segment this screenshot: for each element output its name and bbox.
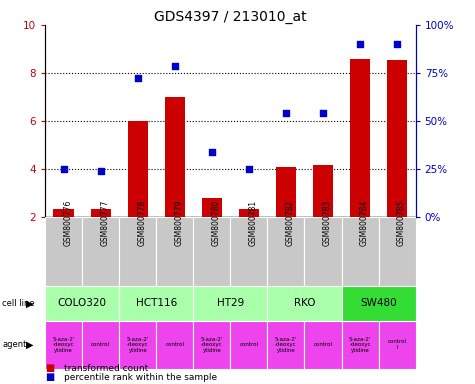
Bar (304, 321, 342, 369)
Bar (342, 286, 416, 321)
Bar (54, 209, 74, 217)
Text: GSM800778: GSM800778 (138, 199, 147, 246)
Bar (379, 217, 416, 286)
Title: GDS4397 / 213010_at: GDS4397 / 213010_at (154, 10, 307, 24)
Point (171, 63, 179, 69)
Bar (45, 286, 119, 321)
Text: ▶: ▶ (26, 339, 34, 350)
Point (282, 109, 290, 116)
Bar (165, 97, 185, 217)
Point (245, 166, 253, 172)
Text: 5-aza-2'
-deoxyc
ytidine: 5-aza-2' -deoxyc ytidine (52, 336, 75, 353)
Bar (193, 217, 230, 286)
Text: GSM800776: GSM800776 (64, 199, 73, 246)
Bar (230, 217, 267, 286)
Point (393, 41, 401, 47)
Text: SW480: SW480 (360, 298, 397, 308)
Text: HT29: HT29 (217, 298, 244, 308)
Bar (342, 321, 379, 369)
Bar (276, 167, 296, 217)
Bar (193, 321, 230, 369)
Bar (156, 321, 193, 369)
Text: ▶: ▶ (26, 298, 34, 308)
Bar (82, 321, 119, 369)
Point (356, 41, 364, 47)
Text: cell line: cell line (2, 299, 35, 308)
Text: HCT116: HCT116 (136, 298, 177, 308)
Point (134, 75, 142, 81)
Bar (267, 321, 304, 369)
Text: ■: ■ (45, 363, 54, 373)
Point (319, 109, 327, 116)
Bar (119, 321, 156, 369)
Text: control: control (165, 342, 184, 347)
Text: GSM800777: GSM800777 (101, 199, 110, 246)
Bar (193, 286, 267, 321)
Text: 5-aza-2'
-deoxyc
ytidine: 5-aza-2' -deoxyc ytidine (349, 336, 371, 353)
Point (97, 168, 104, 174)
Bar (202, 198, 222, 217)
Bar (350, 59, 370, 217)
Bar (379, 321, 416, 369)
Bar (91, 209, 111, 217)
Bar (119, 217, 156, 286)
Bar (267, 286, 342, 321)
Text: GSM800782: GSM800782 (286, 199, 295, 245)
Text: control: control (314, 342, 332, 347)
Bar (387, 60, 407, 217)
Text: GSM800785: GSM800785 (397, 199, 406, 246)
Bar (45, 217, 82, 286)
Text: GSM800779: GSM800779 (175, 199, 184, 246)
Bar (128, 121, 148, 217)
Bar (230, 321, 267, 369)
Text: control: control (239, 342, 258, 347)
Bar (239, 209, 259, 217)
Text: GSM800781: GSM800781 (249, 199, 258, 245)
Bar (82, 217, 119, 286)
Bar (304, 217, 342, 286)
Bar (45, 321, 82, 369)
Point (60, 166, 67, 172)
Text: 5-aza-2'
-deoxyc
ytidine: 5-aza-2' -deoxyc ytidine (275, 336, 297, 353)
Text: 5-aza-2'
-deoxyc
ytidine: 5-aza-2' -deoxyc ytidine (126, 336, 149, 353)
Text: transformed count: transformed count (64, 364, 148, 373)
Text: COLO320: COLO320 (57, 298, 107, 308)
Bar (156, 217, 193, 286)
Text: control
l: control l (388, 339, 407, 350)
Text: GSM800780: GSM800780 (212, 199, 221, 246)
Text: GSM800784: GSM800784 (360, 199, 369, 246)
Text: GSM800783: GSM800783 (323, 199, 332, 246)
Bar (313, 166, 333, 217)
Point (208, 149, 216, 155)
Text: ■: ■ (45, 372, 54, 382)
Text: control: control (91, 342, 110, 347)
Bar (119, 286, 193, 321)
Text: agent: agent (2, 340, 27, 349)
Bar (267, 217, 304, 286)
Text: percentile rank within the sample: percentile rank within the sample (64, 373, 217, 382)
Text: 5-aza-2'
-deoxyc
ytidine: 5-aza-2' -deoxyc ytidine (200, 336, 223, 353)
Bar (342, 217, 379, 286)
Text: RKO: RKO (294, 298, 315, 308)
